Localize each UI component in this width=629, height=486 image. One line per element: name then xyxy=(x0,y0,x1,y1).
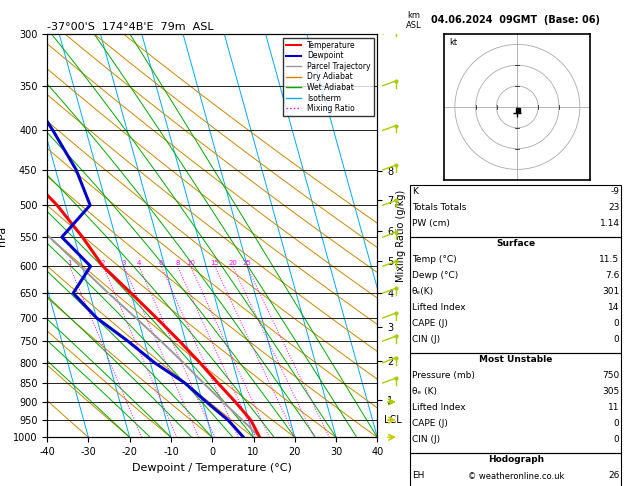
Text: kt: kt xyxy=(449,38,457,48)
Text: Surface: Surface xyxy=(496,239,535,248)
Text: Temp (°C): Temp (°C) xyxy=(412,255,457,264)
Y-axis label: Mixing Ratio (g/kg): Mixing Ratio (g/kg) xyxy=(396,190,406,282)
Text: 301: 301 xyxy=(603,287,620,296)
Text: 10: 10 xyxy=(186,260,195,266)
Text: 04.06.2024  09GMT  (Base: 06): 04.06.2024 09GMT (Base: 06) xyxy=(431,15,600,25)
Text: 305: 305 xyxy=(603,387,620,397)
Text: 8: 8 xyxy=(175,260,180,266)
Text: Lifted Index: Lifted Index xyxy=(412,303,465,312)
Text: 0: 0 xyxy=(614,335,620,345)
Y-axis label: hPa: hPa xyxy=(0,226,8,246)
Text: LCL: LCL xyxy=(384,415,402,424)
Text: 6: 6 xyxy=(159,260,164,266)
Text: PW (cm): PW (cm) xyxy=(412,219,450,228)
Text: 0: 0 xyxy=(614,435,620,445)
Text: K: K xyxy=(412,187,418,196)
Text: 0: 0 xyxy=(614,419,620,429)
Text: 15: 15 xyxy=(211,260,220,266)
Text: Lifted Index: Lifted Index xyxy=(412,403,465,413)
Text: 3: 3 xyxy=(121,260,126,266)
Text: Dewp (°C): Dewp (°C) xyxy=(412,271,459,280)
Text: 11.5: 11.5 xyxy=(599,255,620,264)
Text: CAPE (J): CAPE (J) xyxy=(412,319,448,329)
X-axis label: Dewpoint / Temperature (°C): Dewpoint / Temperature (°C) xyxy=(132,463,292,473)
Text: 750: 750 xyxy=(603,371,620,381)
Text: Hodograph: Hodograph xyxy=(487,455,544,465)
Text: km
ASL: km ASL xyxy=(406,11,421,30)
Text: θₑ (K): θₑ (K) xyxy=(412,387,437,397)
Text: 23: 23 xyxy=(608,203,620,212)
Text: 4: 4 xyxy=(137,260,141,266)
Text: 26: 26 xyxy=(608,471,620,481)
Text: -9: -9 xyxy=(611,187,620,196)
Text: CIN (J): CIN (J) xyxy=(412,335,440,345)
Text: 1.14: 1.14 xyxy=(599,219,620,228)
Text: θₑ(K): θₑ(K) xyxy=(412,287,434,296)
Text: 14: 14 xyxy=(608,303,620,312)
Text: 1: 1 xyxy=(67,260,72,266)
Text: EH: EH xyxy=(412,471,425,481)
Text: CIN (J): CIN (J) xyxy=(412,435,440,445)
Text: -37°00'S  174°4B'E  79m  ASL: -37°00'S 174°4B'E 79m ASL xyxy=(47,22,214,32)
Text: 0: 0 xyxy=(614,319,620,329)
Text: CAPE (J): CAPE (J) xyxy=(412,419,448,429)
Text: 25: 25 xyxy=(243,260,251,266)
Text: 2: 2 xyxy=(101,260,105,266)
Text: 11: 11 xyxy=(608,403,620,413)
Text: © weatheronline.co.uk: © weatheronline.co.uk xyxy=(467,472,564,481)
Text: Most Unstable: Most Unstable xyxy=(479,355,552,364)
Text: 7.6: 7.6 xyxy=(605,271,620,280)
Text: Pressure (mb): Pressure (mb) xyxy=(412,371,475,381)
Legend: Temperature, Dewpoint, Parcel Trajectory, Dry Adiabat, Wet Adiabat, Isotherm, Mi: Temperature, Dewpoint, Parcel Trajectory… xyxy=(282,38,374,116)
Text: Totals Totals: Totals Totals xyxy=(412,203,466,212)
Text: 20: 20 xyxy=(228,260,237,266)
